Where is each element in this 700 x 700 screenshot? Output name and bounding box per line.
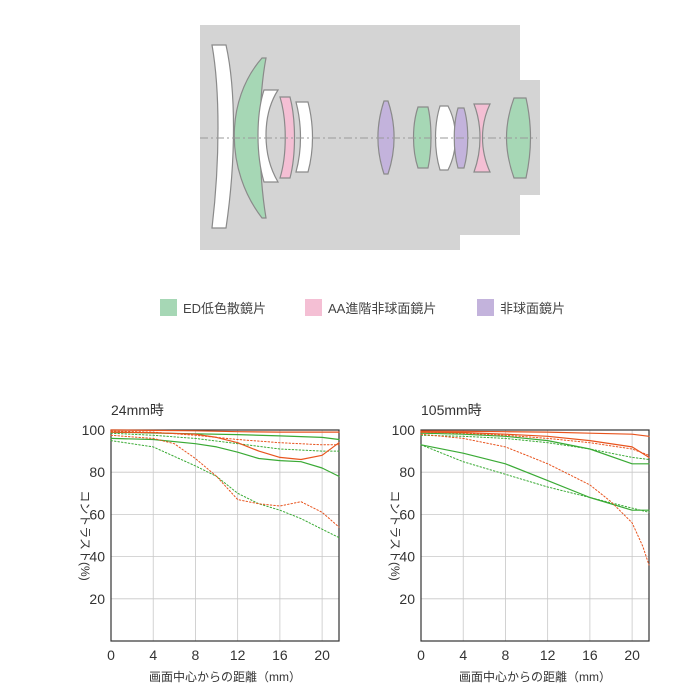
y-tick-label: 100 — [392, 422, 416, 438]
legend-label-aa: AA進階非球面鏡片 — [328, 301, 437, 316]
chart-title: 105mm時 — [421, 402, 482, 418]
plot-frame — [420, 429, 650, 642]
mtf-series-line-7 — [110, 430, 340, 446]
mtf-series-line-2 — [420, 444, 650, 511]
y-tick-label: 20 — [399, 591, 415, 607]
y-axis-label: コントラスト(%) — [78, 490, 92, 580]
mtf-series-line-2 — [110, 437, 340, 478]
y-tick-label: 40 — [399, 549, 415, 565]
mtf-series-line-7 — [420, 431, 650, 456]
legend-label-ed: ED低色散鏡片 — [183, 301, 267, 316]
mtf-series-line-6 — [420, 431, 650, 459]
x-tick-label: 8 — [502, 647, 510, 663]
legend-swatch-aa — [305, 299, 322, 316]
legend-swatch-asph — [477, 299, 494, 316]
y-tick-label: 80 — [399, 464, 415, 480]
mtf-series-line-1 — [110, 431, 340, 441]
mtf-series-line-5 — [110, 429, 340, 433]
y-tick-label: 100 — [82, 422, 106, 438]
lens-element-6-asph — [377, 100, 395, 175]
lens-element-3 — [257, 89, 280, 183]
x-tick-label: 8 — [192, 647, 200, 663]
y-tick-label: 60 — [89, 506, 105, 522]
x-tick-label: 0 — [417, 647, 425, 663]
lens-element-10-aa — [473, 103, 491, 173]
mtf-series-line-3 — [420, 434, 650, 460]
legend-item-asph: 非球面鏡片 — [477, 298, 565, 317]
mtf-series-line-4 — [110, 440, 340, 539]
x-tick-label: 16 — [272, 647, 288, 663]
lens-barrel — [200, 25, 540, 250]
lens-legend: ED低色散鏡片 AA進階非球面鏡片 非球面鏡片 — [0, 298, 700, 322]
mtf-chart-24mm: 24mm時 100 80 60 40 20 0 4 8 12 16 20 コントラスト(%) 画面中心から… — [78, 402, 340, 684]
plot-frame — [110, 429, 340, 642]
mtf-series-line-4 — [420, 444, 650, 513]
x-tick-label: 20 — [624, 647, 640, 663]
legend-item-aa: AA進階非球面鏡片 — [305, 298, 436, 317]
legend-item-ed: ED低色散鏡片 — [160, 298, 266, 317]
x-tick-label: 4 — [459, 647, 467, 663]
mtf-series-line-1 — [420, 432, 650, 465]
y-tick-label: 60 — [399, 506, 415, 522]
mtf-series-line-5 — [420, 430, 650, 437]
chart-title: 24mm時 — [111, 402, 164, 418]
lens-element-11-ed — [505, 97, 532, 179]
lens-construction-diagram — [200, 25, 540, 250]
x-tick-label: 12 — [540, 647, 556, 663]
lens-element-5 — [295, 101, 314, 173]
x-tick-label: 16 — [582, 647, 598, 663]
y-tick-label: 20 — [89, 591, 105, 607]
x-tick-label: 20 — [314, 647, 330, 663]
legend-swatch-ed — [160, 299, 177, 316]
lens-element-1 — [211, 44, 235, 229]
y-tick-label: 80 — [89, 464, 105, 480]
mtf-chart-105mm: 105mm時 100 80 60 40 20 0 4 8 12 16 20 コントラスト(%) 画面中心か… — [388, 402, 650, 684]
mtf-series-line-8 — [420, 433, 650, 566]
x-axis-label: 画面中心からの距離（mm） — [149, 669, 301, 684]
x-tick-label: 12 — [230, 647, 246, 663]
y-tick-label: 40 — [89, 549, 105, 565]
x-tick-label: 0 — [107, 647, 115, 663]
x-tick-label: 4 — [149, 647, 157, 663]
x-axis-label: 画面中心からの距離（mm） — [459, 669, 611, 684]
y-axis-label: コントラスト(%) — [388, 490, 402, 580]
mtf-series-line-8 — [110, 434, 340, 528]
legend-label-asph: 非球面鏡片 — [500, 301, 566, 316]
lens-element-7-ed — [412, 106, 432, 169]
mtf-series-line-3 — [110, 432, 340, 452]
